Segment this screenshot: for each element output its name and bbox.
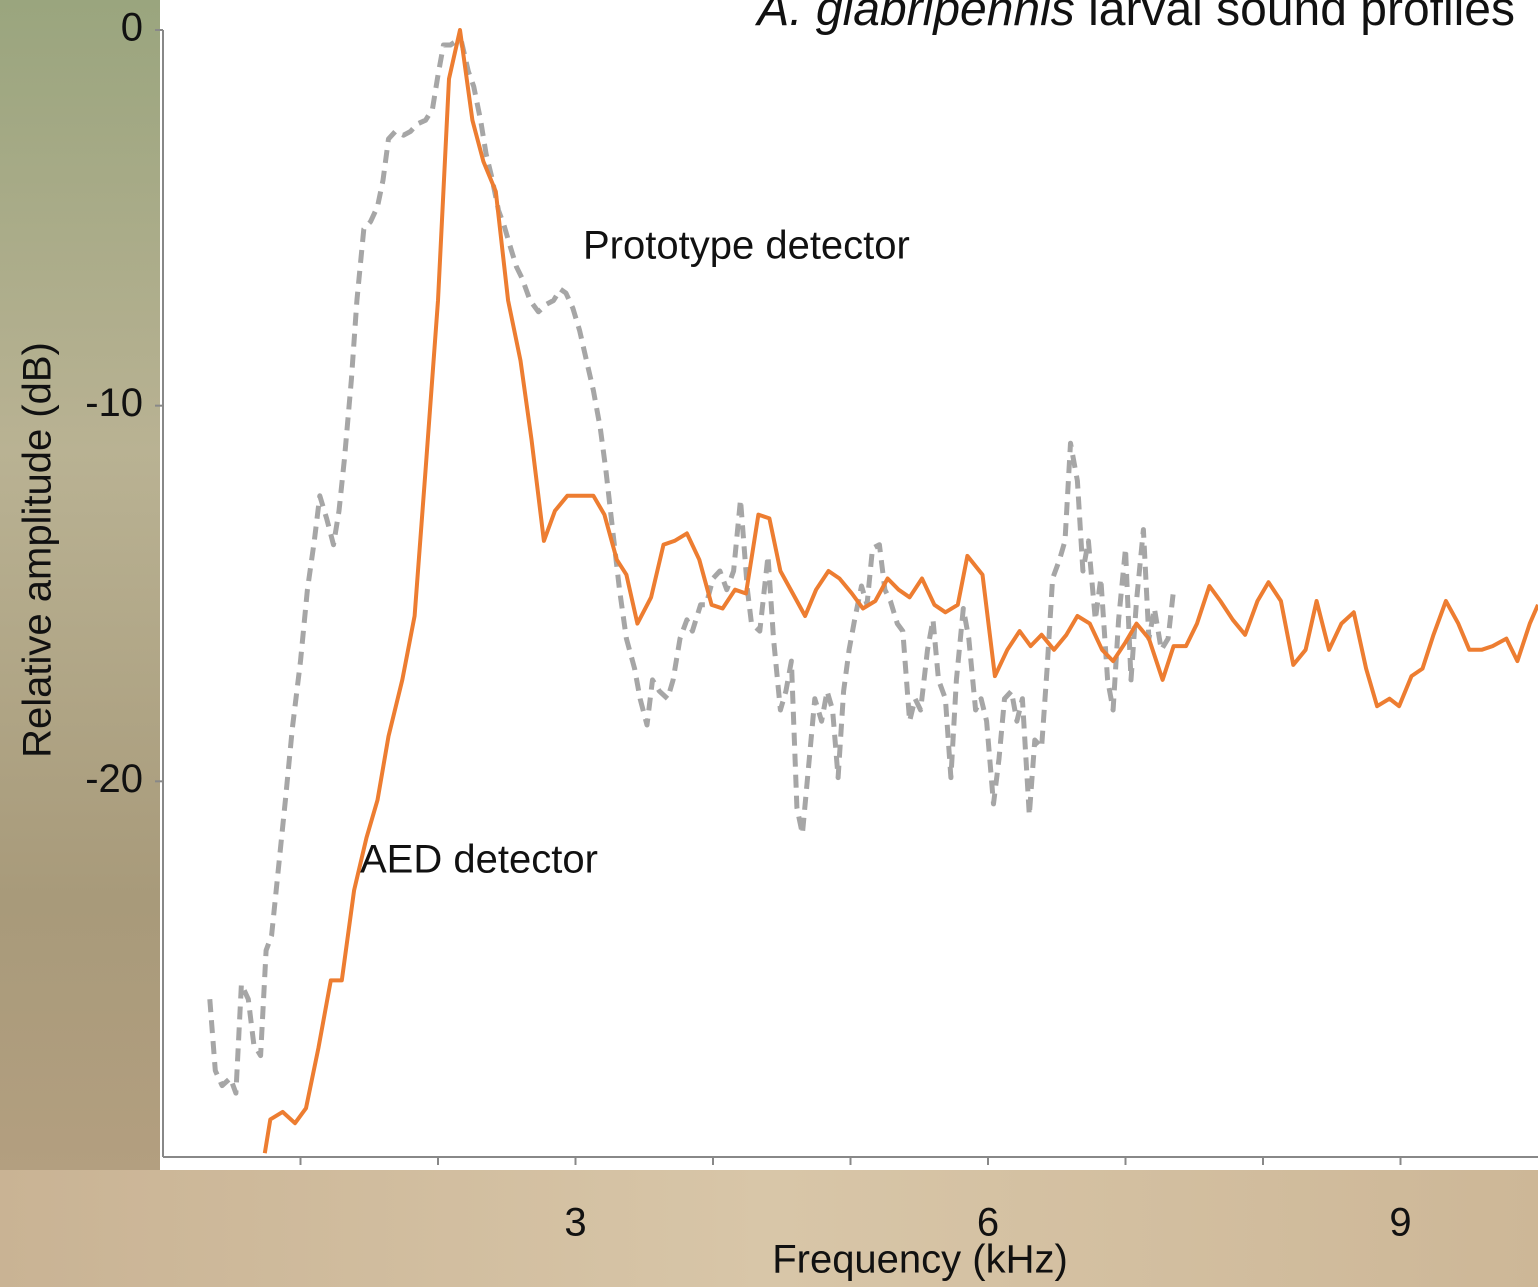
series-label: Prototype detector: [583, 224, 910, 268]
x-tick-label: 3: [564, 1201, 586, 1245]
y-tick-label: -10: [85, 381, 143, 425]
series-label: AED detector: [360, 838, 598, 882]
x-tick-label: 9: [1389, 1201, 1411, 1245]
x-tick-label: 6: [977, 1201, 999, 1245]
y-tick-label: 0: [121, 6, 143, 50]
title-text: larval sound profiles: [1088, 0, 1515, 36]
title-species: A. glabripennis: [754, 0, 1075, 36]
x-axis-label: Frequency (kHz): [772, 1238, 1068, 1282]
photo-ground: [0, 1170, 1538, 1287]
y-tick-label: -20: [85, 757, 143, 801]
chart-title: A. glabripennis larval sound profiles: [754, 0, 1515, 36]
y-axis-label: Relative amplitude (dB): [16, 342, 60, 758]
series-line: [262, 28, 1538, 1154]
photo-left: [0, 0, 160, 1287]
